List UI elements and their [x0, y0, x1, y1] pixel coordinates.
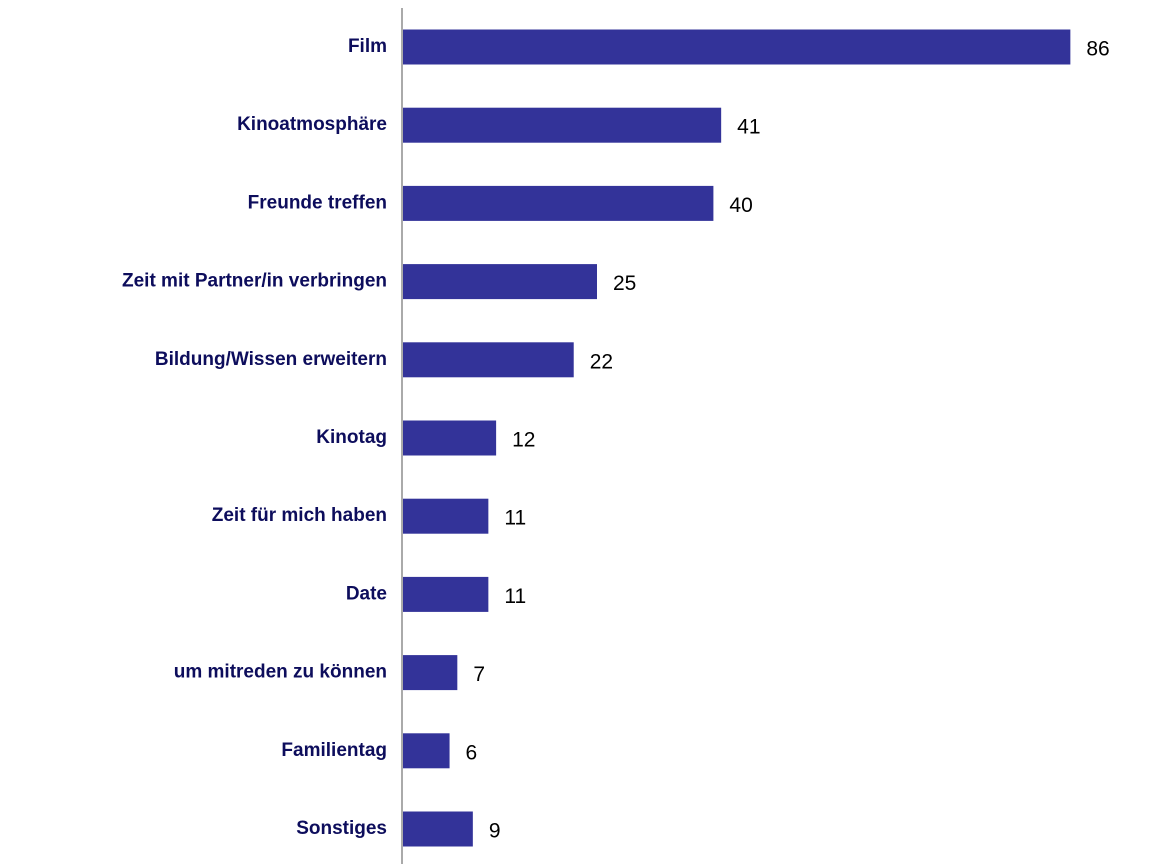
value-label: 11	[504, 585, 526, 608]
bar	[403, 342, 574, 378]
value-label: 41	[737, 116, 760, 139]
bar	[403, 576, 489, 612]
category-label: Freunde treffen	[248, 192, 387, 213]
category-label: Zeit mit Partner/in verbringen	[122, 271, 387, 292]
bar	[403, 498, 489, 534]
category-label: Familientag	[281, 740, 387, 761]
bar	[403, 733, 450, 769]
value-label: 7	[473, 663, 485, 686]
bar	[403, 420, 497, 456]
value-label: 86	[1086, 38, 1109, 61]
bar	[403, 29, 1071, 65]
category-label: Sonstiges	[296, 818, 387, 839]
category-label: Date	[346, 583, 387, 604]
value-label: 9	[489, 820, 501, 843]
category-label: Kinoatmosphäre	[237, 114, 387, 135]
category-label: Zeit für mich haben	[212, 505, 387, 526]
bar	[403, 107, 722, 143]
category-label: Film	[348, 36, 387, 57]
bar	[403, 264, 597, 300]
value-label: 6	[466, 741, 478, 764]
value-label: 40	[729, 194, 752, 217]
value-label: 12	[512, 429, 535, 452]
bar	[403, 185, 714, 221]
bar	[403, 811, 473, 847]
bar	[403, 655, 458, 691]
category-label: Bildung/Wissen erweitern	[155, 349, 387, 370]
category-label: um mitreden zu können	[174, 662, 387, 683]
value-label: 22	[590, 350, 613, 373]
category-label: Kinotag	[316, 427, 387, 448]
value-label: 11	[504, 507, 526, 530]
value-label: 25	[613, 272, 636, 295]
